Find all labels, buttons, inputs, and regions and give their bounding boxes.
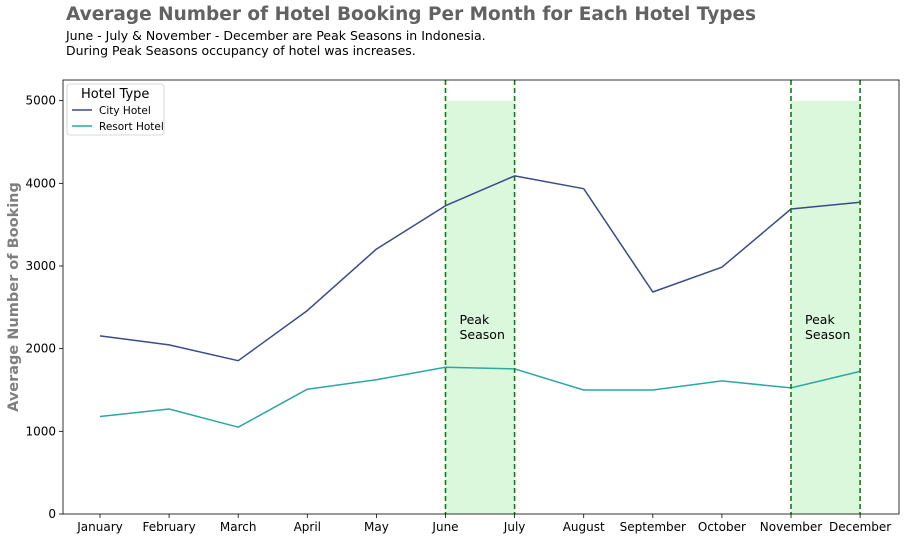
series-line-city-hotel [99, 175, 861, 362]
y-tick-label-2000: 2000 [25, 342, 56, 356]
x-tick-label-october: October [698, 520, 746, 534]
chart-subtitle-line-1: June - July & November - December are Pe… [66, 28, 486, 43]
legend-entry-city-hotel: City Hotel [99, 105, 151, 117]
y-tick-label-3000: 3000 [25, 259, 56, 273]
x-tick-label-april: April [294, 520, 321, 534]
x-tick-label-march: March [220, 520, 257, 534]
plot-frame [62, 79, 900, 515]
peak-season-label-1-line-2: Season [460, 327, 505, 342]
y-tick-label-1000: 1000 [25, 424, 56, 438]
peak-season-label-1-line-1: Peak [460, 312, 490, 327]
x-tick-label-june: June [431, 520, 458, 534]
y-tick-label-0: 0 [48, 507, 56, 521]
x-tick-label-february: February [143, 520, 196, 534]
chart-subtitle-line-2: During Peak Seasons occupancy of hotel w… [66, 43, 416, 58]
x-tick-label-september: September [620, 520, 686, 534]
x-tick-label-august: August [563, 520, 605, 534]
peak-season-region-2 [791, 100, 861, 515]
x-tick-label-december: December [829, 520, 891, 534]
y-tick-label-5000: 5000 [25, 94, 56, 108]
x-tick-label-july: July [503, 520, 526, 534]
y-tick-label-4000: 4000 [25, 176, 56, 190]
series-line-resort-hotel [99, 366, 861, 428]
x-tick-label-may: May [364, 520, 389, 534]
x-tick-label-november: November [760, 520, 822, 534]
y-axis-label: Average Number of Booking [6, 182, 22, 412]
peak-season-region-1 [445, 100, 515, 515]
peak-season-label-2-line-1: Peak [805, 312, 835, 327]
legend-box [66, 83, 165, 136]
legend-title: Hotel Type [81, 87, 149, 102]
legend-entry-resort-hotel: Resort Hotel [99, 121, 164, 133]
peak-season-label-2-line-2: Season [805, 327, 850, 342]
x-tick-label-january: January [76, 520, 123, 534]
chart-title: Average Number of Hotel Booking Per Mont… [66, 4, 757, 25]
